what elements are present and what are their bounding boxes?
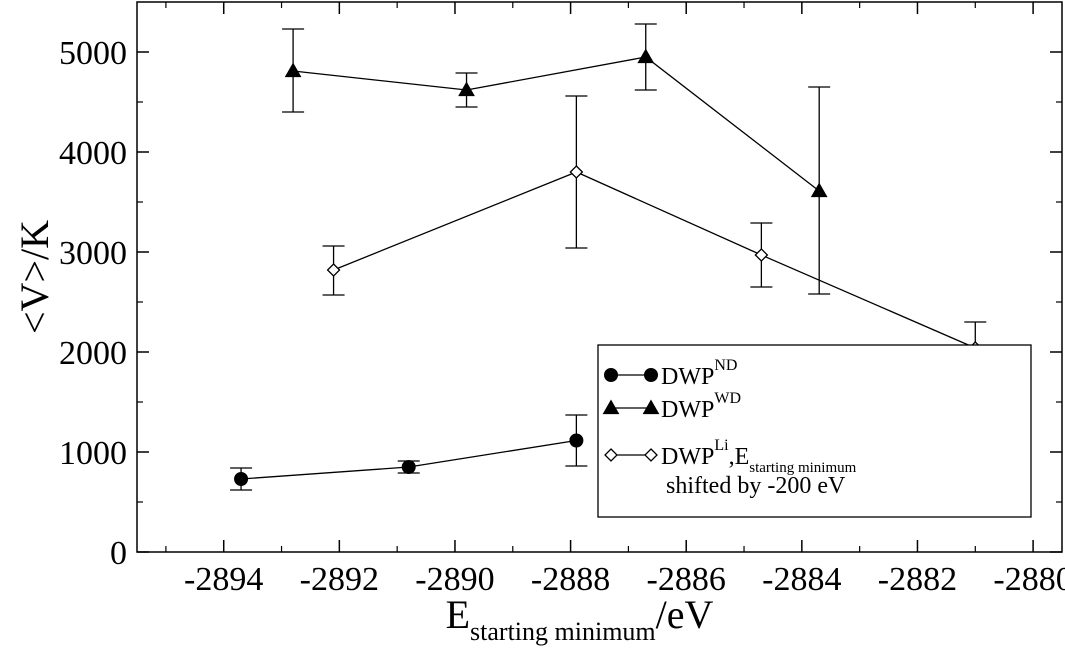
legend-marker (644, 368, 658, 382)
x-axis-title-sub: starting minimum (470, 617, 656, 646)
legend-label: DWPND (661, 357, 737, 390)
legend-label: DWPWD (661, 390, 741, 423)
series-line (293, 56, 820, 192)
data-point (234, 472, 249, 486)
legend-box (597, 344, 1032, 518)
series-0 (230, 414, 588, 491)
x-tick-label: -2880 (993, 561, 1065, 598)
x-tick-label: -2888 (531, 561, 610, 598)
data-point (458, 81, 475, 97)
data-point (754, 248, 769, 262)
legend-label-name: DWP (661, 397, 714, 423)
plot-frame (136, 1, 1063, 553)
y-tick-label: 5000 (59, 35, 127, 72)
legend-marker (604, 368, 618, 382)
x-tick-label: -2892 (300, 561, 379, 598)
x-tick-label: -2890 (415, 561, 494, 598)
data-point (637, 48, 655, 64)
data-point (569, 433, 584, 448)
legend-marker (602, 399, 620, 415)
data-point (326, 263, 341, 277)
legend-label: DWPLi,Estarting minimum (661, 437, 857, 476)
x-tick-label: -2886 (647, 561, 726, 598)
axis-ticks: -2894 -2892 -2890 -2888 -2886 -2884 -2882 -2880… (59, 2, 1065, 598)
legend-label-sup: WD (714, 390, 741, 407)
x-tick-label: -2882 (878, 561, 957, 598)
legend-label-sup: ND (714, 357, 737, 374)
y-tick-label: 4000 (59, 135, 127, 172)
legend-label-sub: starting minimum (749, 460, 856, 476)
legend-label-suffix: ,E (729, 444, 750, 470)
y-tick-label: 3000 (59, 235, 127, 272)
legend-label-name: DWP (661, 364, 714, 390)
y-axis-title: <V>/K (12, 220, 57, 334)
data-point (401, 460, 416, 474)
series-2 (322, 95, 987, 376)
x-axis-title-main: E (446, 592, 470, 637)
series-1 (282, 23, 831, 295)
x-axis-title-tail: /eV (656, 592, 714, 637)
legend-marker (642, 399, 660, 415)
y-tick-label: 1000 (59, 435, 127, 472)
data-point (810, 182, 828, 198)
plot-marks (230, 23, 987, 491)
data-point (284, 62, 302, 78)
x-tick-label: -2884 (762, 561, 841, 598)
legend-label-sup: Li (714, 437, 729, 454)
legend-label-name: DWP (661, 444, 714, 470)
x-axis-title: Estarting minimum/eV (446, 592, 714, 646)
x-tick-label: -2894 (184, 561, 263, 598)
y-tick-label: 2000 (59, 335, 127, 372)
series-line (333, 171, 976, 349)
legend-marker (604, 448, 618, 462)
legend-marker (644, 448, 658, 462)
y-tick-label: 0 (110, 535, 127, 572)
legend-label-line2: shifted by -200 eV (666, 473, 846, 499)
data-point (569, 165, 584, 179)
